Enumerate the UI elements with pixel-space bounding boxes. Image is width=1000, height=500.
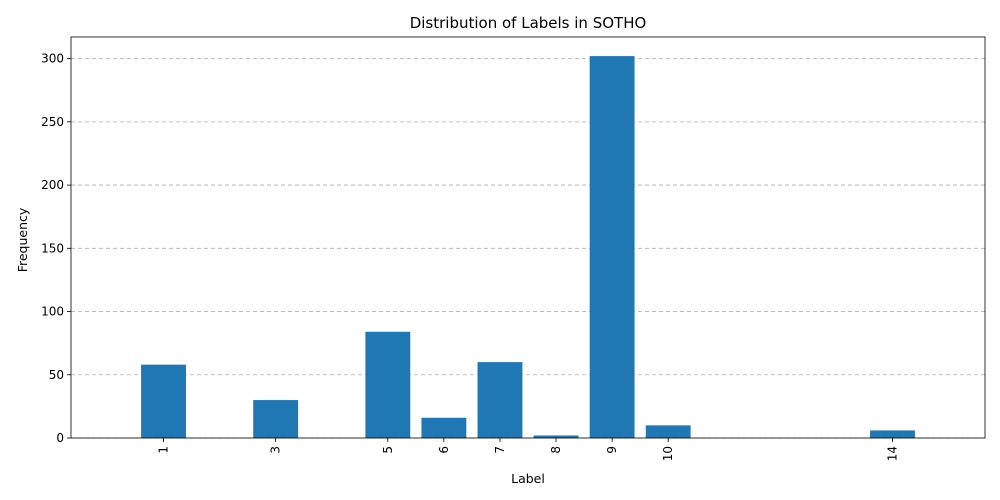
y-tick-label: 50 (49, 368, 64, 382)
y-tick-label: 250 (41, 115, 64, 129)
x-tick-label: 9 (605, 446, 619, 454)
y-gridlines (71, 58, 985, 439)
bar (589, 56, 635, 438)
x-tick-label: 10 (661, 446, 675, 461)
y-axis-ticks: 0 50 100 150 200 250 300 (41, 52, 71, 445)
bar (365, 331, 411, 438)
y-tick-label: 100 (41, 305, 64, 319)
bar (533, 435, 579, 438)
x-tick-label: 5 (381, 446, 395, 454)
bars (141, 56, 915, 438)
y-tick-label: 150 (41, 241, 64, 255)
x-tick-label: 14 (885, 446, 899, 461)
x-tick-label: 8 (549, 446, 563, 454)
x-tick-label: 1 (157, 446, 171, 454)
x-axis-ticks: 1 3 5 6 7 8 9 10 14 (157, 438, 899, 461)
y-axis-label: Frequency (15, 207, 30, 272)
y-tick-label: 0 (56, 431, 64, 445)
chart-title: Distribution of Labels in SOTHO (410, 14, 647, 32)
bar (645, 425, 691, 438)
bar (870, 430, 915, 438)
y-tick-label: 200 (41, 178, 64, 192)
x-axis-label: Label (511, 471, 545, 486)
y-tick-label: 300 (41, 52, 64, 66)
bar (253, 400, 299, 438)
x-tick-label: 6 (437, 446, 451, 454)
bar (141, 364, 186, 438)
x-tick-label: 7 (493, 446, 507, 454)
plot-frame (70, 36, 986, 439)
bar (421, 417, 467, 438)
bar (477, 362, 523, 438)
x-tick-label: 3 (269, 446, 283, 454)
